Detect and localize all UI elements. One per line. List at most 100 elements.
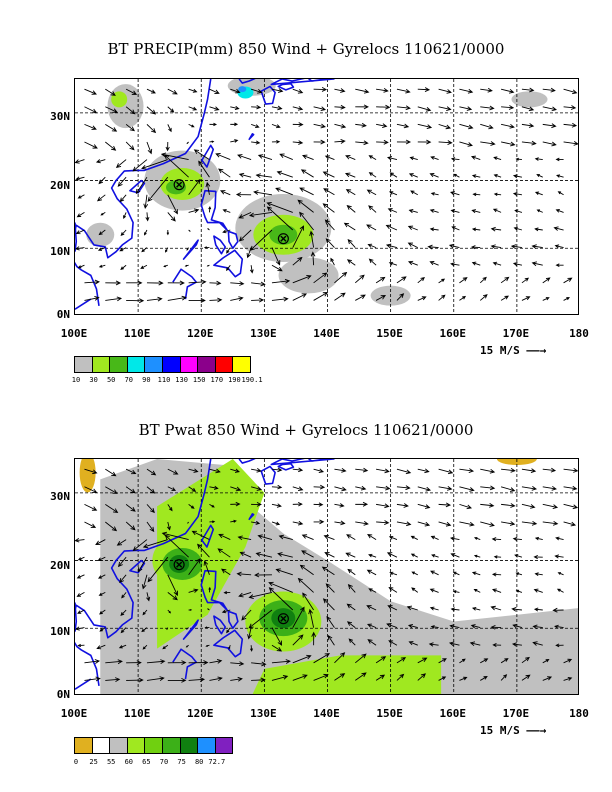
wind-vector xyxy=(459,486,475,492)
wind-vector xyxy=(408,173,418,178)
colorbar-label: 110 xyxy=(157,376,171,384)
wind-vector xyxy=(207,608,210,611)
wind-vector xyxy=(271,467,283,473)
kyushu-coastline xyxy=(260,85,276,105)
shikoku-coastline xyxy=(277,82,295,91)
wind-vector xyxy=(246,247,252,259)
lat-label-10n: 10N xyxy=(50,245,70,258)
rain-area xyxy=(511,91,548,108)
wind-vector xyxy=(271,674,289,681)
wind-vector xyxy=(563,297,570,301)
wind-vector xyxy=(98,229,106,236)
wind-vector xyxy=(386,552,398,558)
wind-vector xyxy=(366,605,377,611)
wind-vector xyxy=(119,194,127,203)
wind-vector xyxy=(480,123,494,130)
wind-vector xyxy=(105,123,118,132)
panel1-title: BT PRECIP(mm) 850 Wind + Gyrelocs 110621… xyxy=(107,40,505,58)
wind-vector xyxy=(514,209,523,213)
colorbar-label: 25 xyxy=(89,758,98,766)
wind-vector xyxy=(188,486,197,492)
wind-vector xyxy=(77,643,85,648)
wind-vector xyxy=(188,106,198,111)
wind-vector xyxy=(292,106,304,111)
wind-vector xyxy=(438,294,446,301)
wind-vector xyxy=(438,278,446,284)
wind-vector xyxy=(292,501,303,507)
wind-vector xyxy=(459,88,474,94)
wind-vector xyxy=(429,261,439,266)
wind-vector xyxy=(407,260,418,266)
wind-vector xyxy=(126,298,145,304)
wind-vector xyxy=(396,293,405,301)
wind-vector xyxy=(514,554,523,558)
wind-vector xyxy=(226,627,231,634)
wind-vector xyxy=(121,592,127,599)
wind-vector xyxy=(501,503,516,508)
wind-vector xyxy=(250,486,263,491)
wind-vector xyxy=(278,534,293,541)
wind-vector xyxy=(493,156,502,161)
kyushu-coastline xyxy=(260,465,276,485)
gyre-location-marker: ⊗ xyxy=(172,555,186,575)
wind-vector xyxy=(292,486,304,492)
wind-vector xyxy=(345,552,356,558)
wind-vector xyxy=(275,568,293,576)
taiwan-coastline xyxy=(201,524,215,548)
wind-vector xyxy=(167,468,179,475)
wind-vector xyxy=(309,230,315,248)
wind-vector xyxy=(230,486,242,492)
wind-vector xyxy=(367,623,377,629)
wind-vector xyxy=(125,521,136,531)
wind-vector xyxy=(95,539,106,546)
wind-vector xyxy=(167,212,176,222)
wind-vector xyxy=(220,190,231,196)
wind-vector xyxy=(84,659,101,664)
wind-vector xyxy=(218,168,231,178)
wind-vector xyxy=(493,174,502,178)
wind-vector xyxy=(500,276,510,284)
wind-vector xyxy=(324,219,335,231)
wind-vector xyxy=(144,229,148,236)
wind-vector xyxy=(471,261,481,266)
wind-vector xyxy=(279,153,293,160)
wind-vector xyxy=(301,550,314,558)
wind-vector xyxy=(230,676,243,682)
wind-vector xyxy=(218,533,231,540)
wind-vector xyxy=(471,174,481,178)
wind-vector xyxy=(368,258,377,266)
colorbar-swatch xyxy=(126,737,146,754)
wind-vector xyxy=(431,554,439,558)
wind-vector xyxy=(490,226,502,232)
lon-label: 180 xyxy=(569,327,589,340)
wind-vector xyxy=(251,281,266,287)
wind-vector xyxy=(417,123,433,129)
wind-vector xyxy=(292,88,304,94)
wind-vector xyxy=(292,674,308,681)
wind-vector xyxy=(188,609,193,611)
wind-vector xyxy=(321,566,335,576)
wind-vector xyxy=(552,607,564,613)
wind-vector xyxy=(417,503,431,509)
colorbar-label: 130 xyxy=(175,376,188,384)
wind-vector xyxy=(96,194,106,202)
wind-vector xyxy=(167,592,178,601)
wind-vector xyxy=(297,577,314,593)
wind-vector xyxy=(542,141,557,147)
wind-vector xyxy=(271,88,284,93)
wind-vector xyxy=(534,157,543,161)
wind-vector xyxy=(77,556,85,561)
lat-label-10n: 10N xyxy=(50,625,70,638)
korea-coastline xyxy=(238,459,256,464)
wind-vector xyxy=(347,584,356,593)
wind-vector xyxy=(222,209,231,213)
wind-vector xyxy=(209,658,223,664)
wind-vector xyxy=(146,486,156,494)
wind-vector xyxy=(167,106,175,113)
wind-vector xyxy=(480,502,495,508)
wind-vector xyxy=(313,123,326,129)
wind-vector xyxy=(492,261,502,266)
wind-vector xyxy=(438,123,452,130)
wind-vector xyxy=(251,677,266,683)
wind-vector xyxy=(271,139,281,144)
